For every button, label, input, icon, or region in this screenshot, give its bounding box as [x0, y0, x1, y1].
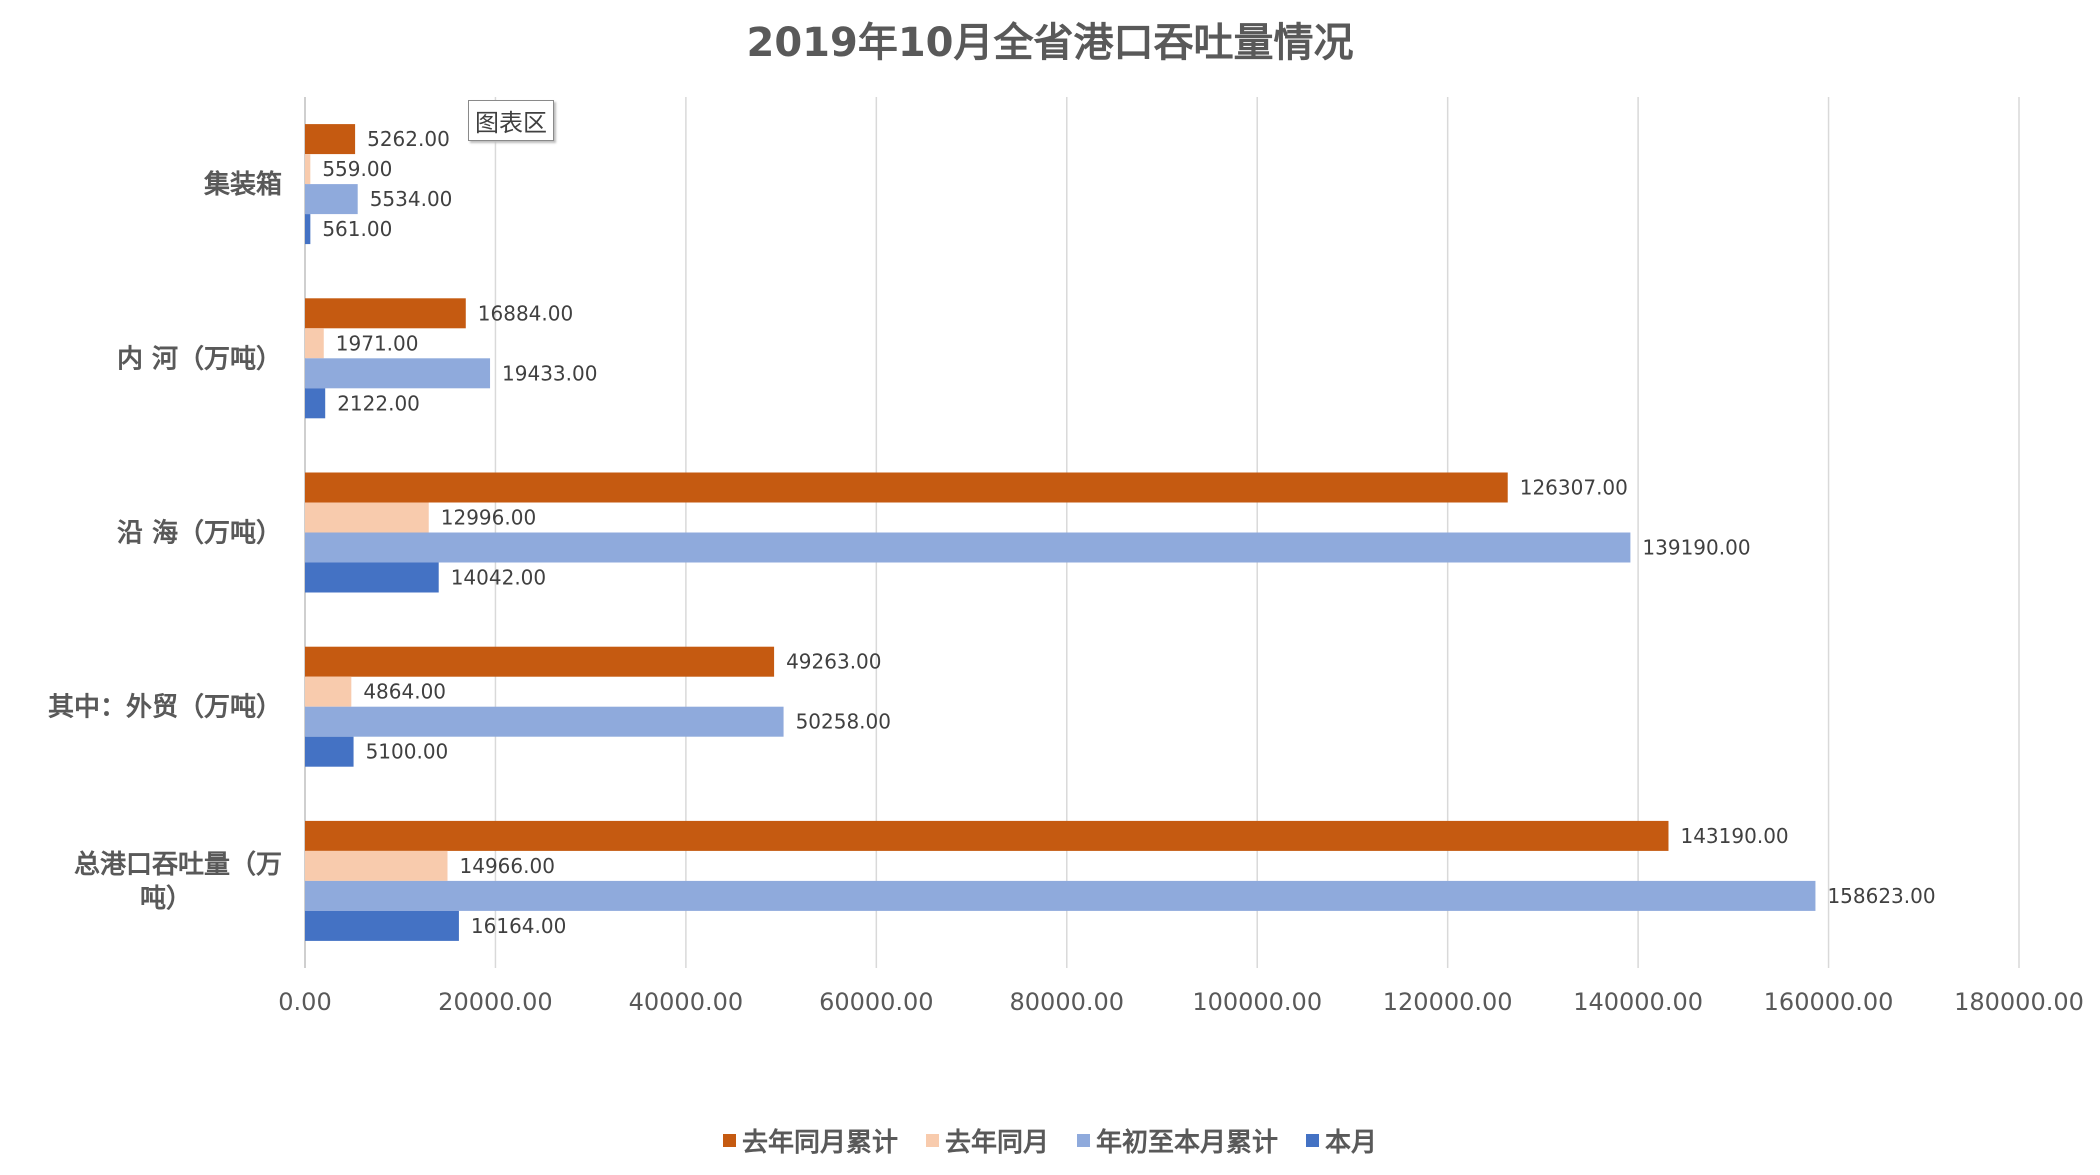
category-label-4-0: 总港口吞吐量（万: [74, 850, 282, 880]
data-label-3-0: 49263.00: [786, 650, 881, 674]
bar-2-3: [305, 562, 439, 593]
legend-label-2: 年初至本月累计: [1096, 1128, 1279, 1158]
bar-3-3: [305, 736, 354, 767]
data-label-3-2: 50258.00: [796, 710, 891, 734]
category-label-4-1: 吨）: [140, 884, 192, 914]
bar-0-1: [305, 154, 311, 185]
data-label-0-0: 5262.00: [367, 127, 450, 151]
bar-3-0: [305, 646, 775, 677]
data-label-0-3: 561.00: [322, 217, 392, 241]
bar-1-3: [305, 388, 326, 419]
legend-label-1: 去年同月: [944, 1128, 1049, 1158]
bar-3-2: [305, 706, 784, 737]
bar-1-2: [305, 358, 491, 389]
legend-swatch-2: [1077, 1134, 1090, 1147]
data-label-4-2: 158623.00: [1827, 884, 1935, 908]
category-label-1: 内 河（万吨）: [117, 344, 282, 374]
bar-0-2: [305, 184, 358, 215]
legend: 去年同月累计 去年同月 年初至本月累计 本月: [0, 1122, 2100, 1159]
data-label-3-3: 5100.00: [366, 740, 449, 764]
data-label-2-0: 126307.00: [1520, 476, 1628, 500]
category-label-3: 其中：外贸（万吨）: [48, 693, 282, 723]
x-tick-label-6: 120000.00: [1383, 988, 1513, 1016]
chart-title: 2019年10月全省港口吞吐量情况: [746, 20, 1354, 66]
chart-area-tooltip: 图表区: [468, 100, 554, 141]
legend-label-0: 去年同月累计: [741, 1128, 898, 1158]
x-tick-label-8: 160000.00: [1764, 988, 1894, 1016]
data-label-4-1: 14966.00: [460, 854, 555, 878]
bar-4-1: [305, 850, 448, 881]
x-tick-label-7: 140000.00: [1573, 988, 1703, 1016]
data-label-2-1: 12996.00: [441, 506, 536, 530]
x-tick-label-4: 80000.00: [1010, 988, 1125, 1016]
data-label-0-1: 559.00: [322, 157, 392, 181]
legend-swatch-0: [722, 1134, 736, 1147]
bar-4-2: [305, 880, 1816, 911]
bar-2-1: [305, 502, 429, 533]
data-label-1-1: 1971.00: [336, 331, 419, 355]
x-tick-label-0: 0.00: [278, 988, 331, 1016]
data-label-1-0: 16884.00: [478, 301, 573, 325]
bar-4-0: [305, 820, 1669, 851]
bar-3-1: [305, 676, 352, 707]
data-label-2-2: 139190.00: [1642, 536, 1750, 560]
x-tick-label-3: 60000.00: [819, 988, 934, 1016]
data-label-1-3: 2122.00: [337, 391, 420, 415]
legend-swatch-1: [925, 1134, 939, 1147]
bar-2-0: [305, 472, 1508, 503]
x-tick-label-1: 20000.00: [438, 988, 553, 1016]
data-label-0-2: 5534.00: [370, 187, 453, 211]
bar-2-2: [305, 532, 1631, 563]
legend-swatch-3: [1306, 1134, 1320, 1147]
legend-item-1[interactable]: 去年同月: [925, 1122, 1049, 1159]
x-tick-label-9: 180000.00: [1954, 988, 2084, 1016]
bar-1-1: [305, 328, 324, 359]
bar-1-0: [305, 298, 466, 329]
legend-label-3: 本月: [1325, 1128, 1378, 1158]
bar-0-3: [305, 214, 311, 245]
legend-item-0[interactable]: 去年同月累计: [722, 1122, 898, 1159]
legend-item-2[interactable]: 年初至本月累计: [1077, 1122, 1278, 1159]
category-label-2: 沿 海（万吨）: [117, 519, 282, 549]
x-tick-label-2: 40000.00: [629, 988, 744, 1016]
x-tick-label-5: 100000.00: [1192, 988, 1322, 1016]
data-label-4-0: 143190.00: [1680, 824, 1788, 848]
data-label-4-3: 16164.00: [471, 914, 566, 938]
data-label-1-2: 19433.00: [502, 361, 597, 385]
bar-4-3: [305, 910, 459, 941]
bar-0-0: [305, 124, 356, 155]
legend-item-3[interactable]: 本月: [1306, 1122, 1377, 1159]
data-label-2-3: 14042.00: [451, 566, 546, 590]
category-label-0: 集装箱: [203, 169, 282, 200]
data-label-3-1: 4864.00: [363, 680, 446, 704]
